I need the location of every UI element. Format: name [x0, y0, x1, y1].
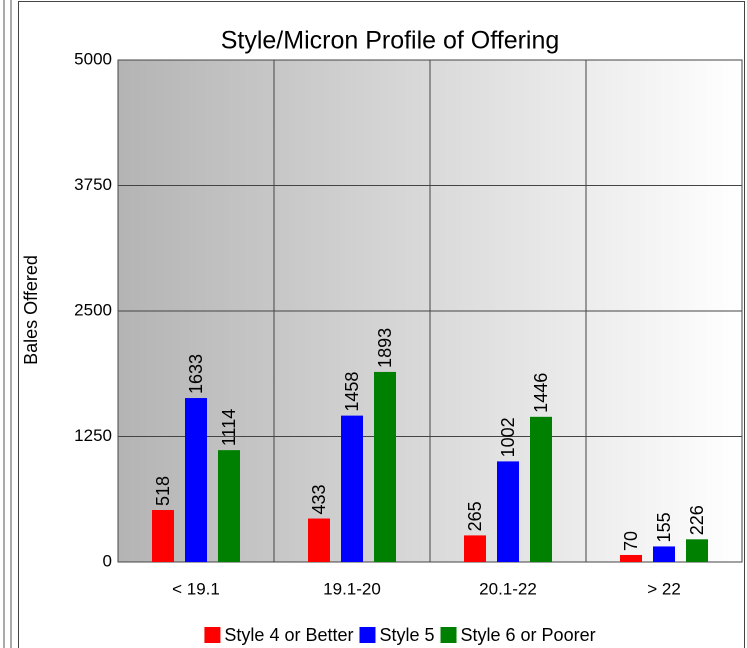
- x-tick-label: < 19.1: [172, 579, 220, 598]
- legend-swatch: [204, 627, 221, 643]
- value-label: 1002: [498, 417, 518, 457]
- legend: Style 4 or Better Style 5 Style 6 or Poore…: [204, 625, 596, 645]
- x-tick-label: > 22: [647, 579, 681, 598]
- value-label: 1458: [342, 372, 362, 412]
- bar: [308, 518, 330, 562]
- bar: [185, 398, 207, 562]
- y-tick-label: 5000: [74, 49, 112, 68]
- legend-swatch: [359, 627, 376, 643]
- y-axis-label: Bales Offered: [21, 255, 41, 365]
- y-tick-label: 1250: [74, 426, 112, 445]
- bar: [152, 509, 174, 562]
- y-tick-label: 2500: [74, 300, 112, 319]
- y-tick-label: 3750: [74, 175, 112, 194]
- value-label: 433: [309, 484, 329, 514]
- bar: [653, 546, 675, 562]
- bar: [620, 554, 642, 562]
- value-label: 70: [621, 531, 641, 551]
- bar: [218, 450, 240, 562]
- x-tick-label: 19.1-20: [323, 579, 381, 598]
- legend-label: Style 4 or Better: [224, 625, 353, 645]
- value-label: 1446: [531, 373, 551, 413]
- bar: [497, 461, 519, 562]
- legend-label: Style 5: [379, 625, 434, 645]
- bar: [341, 415, 363, 562]
- bar: [464, 535, 486, 562]
- value-label: 1633: [186, 354, 206, 394]
- value-label: 155: [654, 512, 674, 542]
- value-label: 265: [465, 501, 485, 531]
- legend-label: Style 6 or Poorer: [461, 625, 596, 645]
- y-tick-label: 0: [103, 551, 112, 570]
- value-label: 518: [153, 476, 173, 506]
- value-label: 1114: [219, 409, 239, 446]
- value-label: 1893: [375, 328, 395, 368]
- legend-swatch: [440, 627, 457, 643]
- chart-title: Style/Micron Profile of Offering: [221, 27, 560, 55]
- value-label: 226: [687, 505, 707, 535]
- bar: [530, 416, 552, 562]
- x-tick-label: 20.1-22: [479, 579, 537, 598]
- bar: [374, 371, 396, 562]
- bar: [686, 539, 708, 562]
